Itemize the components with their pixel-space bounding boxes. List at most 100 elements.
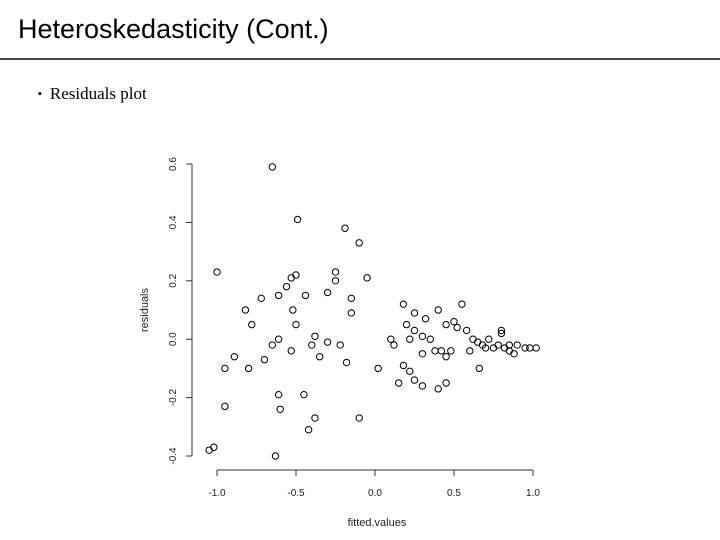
data-point bbox=[292, 320, 300, 329]
y-tick-label: -0.4 bbox=[168, 447, 179, 465]
data-point bbox=[489, 344, 498, 352]
data-point bbox=[374, 364, 382, 373]
data-point bbox=[399, 361, 408, 370]
data-point bbox=[311, 414, 319, 422]
data-point bbox=[268, 341, 276, 349]
data-point bbox=[331, 268, 340, 276]
data-point bbox=[274, 335, 283, 343]
data-point bbox=[342, 358, 351, 367]
data-point bbox=[292, 271, 300, 279]
bullet-item: ▪ Residuals plot bbox=[38, 84, 147, 104]
data-point bbox=[395, 379, 403, 387]
data-point bbox=[341, 224, 349, 232]
data-point bbox=[274, 390, 283, 399]
bullet-text: Residuals plot bbox=[49, 84, 147, 103]
data-point bbox=[248, 320, 256, 329]
data-point bbox=[437, 347, 446, 355]
data-point bbox=[431, 347, 439, 355]
data-point bbox=[274, 291, 283, 300]
data-point bbox=[304, 426, 313, 434]
y-tick-label: -0.2 bbox=[168, 389, 179, 407]
data-point bbox=[442, 353, 450, 361]
data-point bbox=[418, 382, 427, 390]
data-point bbox=[347, 294, 355, 303]
x-tick-label: -0.5 bbox=[287, 488, 305, 499]
data-point bbox=[311, 332, 319, 340]
data-point bbox=[241, 306, 250, 314]
data-point bbox=[442, 379, 450, 387]
x-tick-label: 0.5 bbox=[447, 488, 461, 499]
data-point bbox=[387, 335, 395, 343]
data-point bbox=[434, 306, 442, 314]
data-point bbox=[301, 291, 310, 300]
data-point bbox=[289, 306, 297, 314]
data-point bbox=[276, 405, 284, 413]
data-point bbox=[505, 341, 513, 349]
data-point bbox=[205, 446, 213, 454]
data-point bbox=[271, 452, 280, 460]
data-point bbox=[466, 347, 474, 355]
data-point bbox=[475, 364, 483, 373]
plot-axes: -0.4 -0.2 0.0 0.2 0.4 0.6 -1.0 -0.5 0.0 0.5 1.0 fit… bbox=[139, 157, 540, 529]
data-point bbox=[210, 443, 218, 451]
y-tick-label: 0.6 bbox=[168, 157, 179, 171]
data-point bbox=[462, 326, 471, 335]
data-point bbox=[287, 347, 295, 355]
data-point bbox=[521, 344, 529, 352]
slide-title: Heteroskedasticity (Cont.) bbox=[18, 14, 329, 44]
data-point bbox=[418, 350, 427, 358]
data-point bbox=[363, 274, 371, 282]
data-point bbox=[453, 323, 461, 332]
y-tick-label: 0.0 bbox=[168, 332, 179, 346]
data-point bbox=[513, 341, 521, 349]
data-point bbox=[323, 338, 332, 346]
data-point bbox=[447, 347, 455, 355]
data-point bbox=[323, 288, 332, 297]
data-point bbox=[505, 347, 513, 355]
data-point bbox=[426, 335, 434, 343]
data-point bbox=[244, 364, 253, 373]
data-point bbox=[497, 329, 506, 338]
data-point bbox=[474, 338, 482, 346]
data-point bbox=[257, 294, 265, 303]
data-point bbox=[300, 390, 308, 399]
data-point bbox=[421, 315, 430, 323]
data-point bbox=[418, 332, 427, 340]
y-tick-label: 0.4 bbox=[168, 215, 179, 229]
square-bullet-icon: ▪ bbox=[38, 87, 42, 100]
title-divider bbox=[0, 58, 720, 60]
data-point bbox=[481, 344, 490, 352]
data-point bbox=[410, 376, 419, 384]
data-point bbox=[410, 326, 419, 335]
data-point bbox=[526, 344, 534, 352]
data-point bbox=[336, 341, 344, 349]
data-point bbox=[355, 414, 363, 422]
data-point bbox=[355, 239, 363, 247]
data-point bbox=[282, 282, 291, 291]
data-point bbox=[406, 335, 414, 343]
data-point bbox=[308, 341, 316, 349]
data-point bbox=[402, 320, 411, 329]
data-point bbox=[450, 317, 458, 326]
data-point bbox=[221, 402, 229, 411]
data-point bbox=[510, 350, 518, 358]
data-point bbox=[347, 309, 355, 317]
data-point bbox=[268, 163, 276, 171]
data-point bbox=[469, 335, 477, 343]
data-point bbox=[316, 353, 324, 361]
data-point bbox=[532, 344, 540, 352]
data-point bbox=[442, 320, 450, 329]
data-point bbox=[500, 344, 509, 352]
data-points bbox=[205, 163, 540, 460]
data-point bbox=[497, 326, 506, 335]
data-point bbox=[406, 367, 414, 376]
data-point bbox=[221, 364, 229, 373]
data-point bbox=[485, 335, 493, 343]
data-point bbox=[331, 277, 340, 285]
data-point bbox=[410, 309, 419, 317]
data-point bbox=[399, 300, 408, 308]
data-point bbox=[434, 385, 442, 393]
y-axis-label: residuals bbox=[139, 287, 151, 332]
y-tick-label: 0.2 bbox=[168, 273, 179, 287]
